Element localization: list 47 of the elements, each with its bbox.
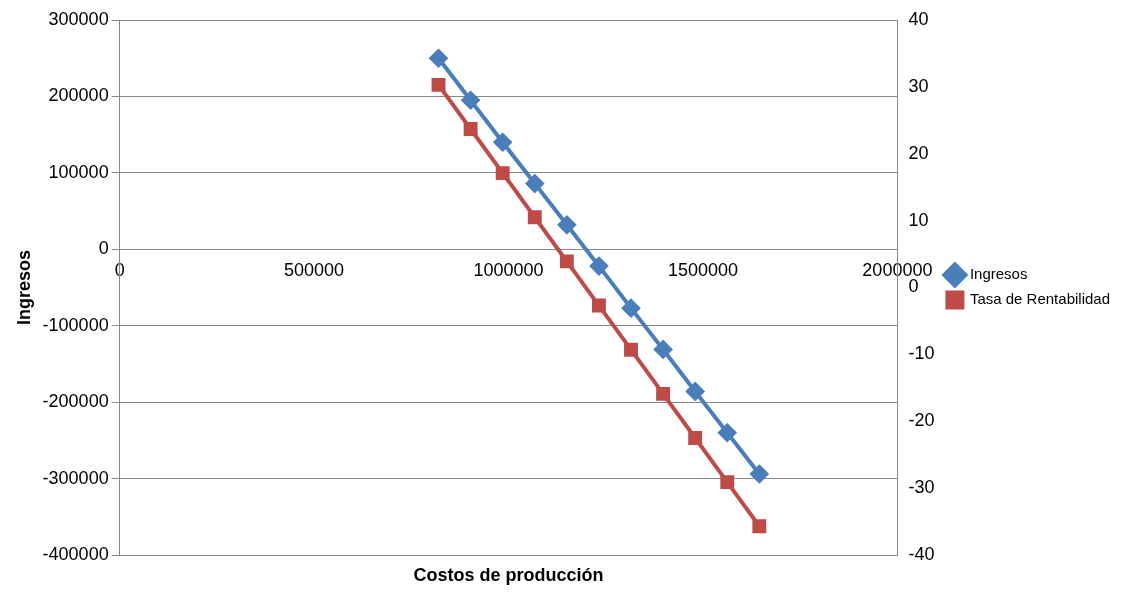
x-tick-label: 500000 [284,260,345,281]
y2-tick-label: 20 [908,142,929,163]
legend-label: Ingresos [969,265,1028,283]
y2-tick-label: -40 [908,543,935,564]
point [559,254,574,269]
y-tick-label: -300000 [42,467,109,488]
x-tick-label: 1000000 [473,260,544,281]
x-axis-title: Costos de producción [413,564,604,585]
point [495,166,510,181]
y2-tick-label: 30 [908,75,929,96]
y-tick-label: 0 [98,238,109,259]
y2-tick-label: -10 [908,343,935,364]
point [688,431,703,445]
y2-tick-label: -30 [908,477,935,498]
y2-tick-label: 40 [908,8,929,29]
point [622,299,641,318]
point [589,257,608,276]
y-tick-label: 200000 [48,85,109,106]
point [750,464,769,483]
y2-tick-label: 10 [908,209,929,230]
y2-tick-label: 0 [908,276,919,297]
legend-label: Tasa de Rentabilidad [969,290,1111,308]
y-tick-label: 100000 [48,161,109,182]
point [654,340,673,359]
y-tick-label: -200000 [42,391,109,412]
point [461,91,480,110]
y-tick-label: -400000 [42,543,109,564]
point [624,342,638,357]
point [429,49,448,68]
point [527,210,542,225]
x-tick-label: 1500000 [667,260,738,281]
y-axis-title: Ingresos [13,249,34,326]
point [591,298,606,313]
point [493,133,512,152]
point [686,382,705,401]
point [720,475,735,490]
point [463,122,478,136]
point [752,519,767,534]
x-tick-label: 0 [114,260,125,281]
y2-tick-label: -20 [908,410,935,431]
point [431,77,446,92]
point [525,174,544,193]
point [718,423,737,442]
point [656,386,671,401]
point [557,215,576,234]
y-tick-label: -100000 [42,314,109,335]
y-tick-label: 300000 [48,8,109,29]
